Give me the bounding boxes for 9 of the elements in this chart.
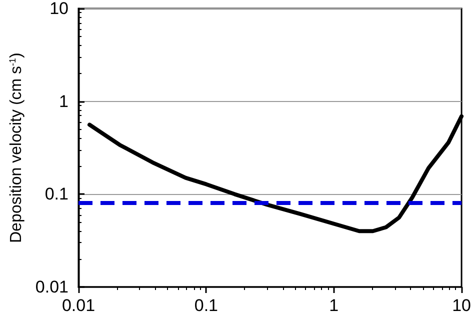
y-tick-label: 0.1 xyxy=(44,184,68,204)
x-tick-label: 1 xyxy=(329,296,339,315)
y-tick-label: 0.01 xyxy=(35,278,68,296)
y-tick-label: 1 xyxy=(59,92,68,111)
y-tick-label: 10 xyxy=(50,0,68,18)
x-tick-label: 10 xyxy=(452,296,472,315)
y-axis-title: Deposition velocity (cm s-1) xyxy=(8,52,25,243)
x-tick-label: 0.1 xyxy=(194,296,218,315)
x-tick-label: 0.01 xyxy=(62,296,96,315)
